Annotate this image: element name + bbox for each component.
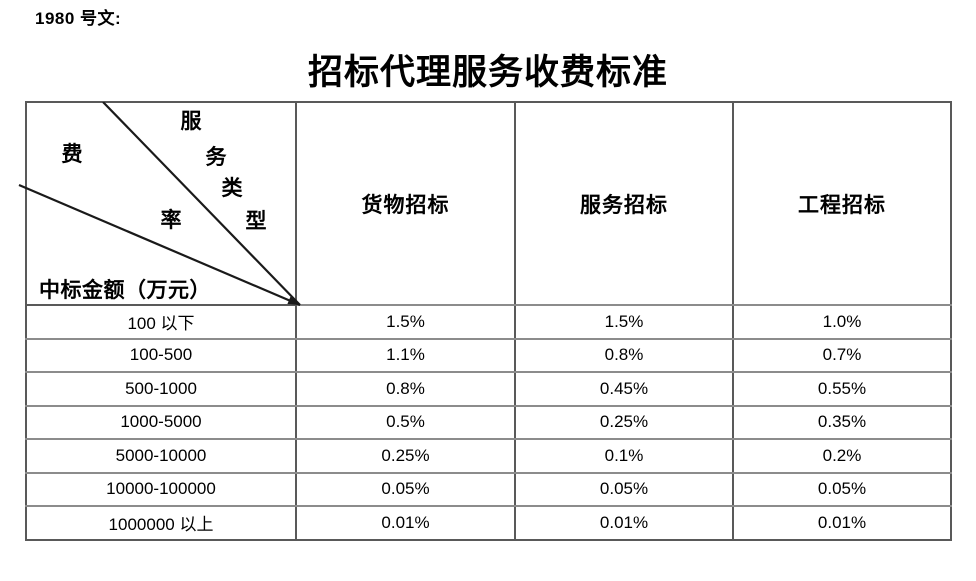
table-row: 100-500 1.1% 0.8% 0.7% (25, 337, 952, 373)
goods-rate-cell: 1.5% (295, 304, 516, 340)
services-rate-cell: 0.05% (514, 471, 734, 507)
goods-rate-cell: 0.25% (295, 438, 516, 474)
goods-rate-cell: 0.5% (295, 404, 516, 440)
amount-range-cell: 1000000 以上 (25, 505, 297, 541)
corner-fee-char-2: 率 (160, 208, 182, 232)
services-rate-cell: 1.5% (514, 304, 734, 340)
fee-rows: 100 以下 1.5% 1.5% 1.0% 100-500 1.1% 0.8% … (25, 304, 952, 541)
amount-range-cell: 5000-10000 (25, 438, 297, 474)
amount-range-cell: 1000-5000 (25, 404, 297, 440)
services-rate-cell: 0.45% (514, 371, 734, 407)
works-rate-cell: 0.55% (732, 371, 952, 407)
goods-rate-cell: 0.01% (295, 505, 516, 541)
works-rate-cell: 0.01% (732, 505, 952, 541)
corner-fee-char-1: 费 (61, 142, 83, 166)
column-header-goods: 货物招标 (295, 101, 516, 306)
works-rate-cell: 0.2% (732, 438, 952, 474)
corner-type-char-2: 务 (205, 145, 227, 169)
services-rate-cell: 0.1% (514, 438, 734, 474)
corner-type-char-4: 型 (245, 209, 267, 233)
table-row: 100 以下 1.5% 1.5% 1.0% (25, 304, 952, 340)
page-title: 招标代理服务收费标准 (307, 53, 668, 92)
row-axis-label: 中标金额（万元） (39, 278, 211, 302)
works-rate-cell: 0.7% (732, 337, 952, 373)
services-rate-cell: 0.8% (514, 337, 734, 373)
amount-range-cell: 100-500 (25, 337, 297, 373)
works-rate-cell: 0.35% (732, 404, 952, 440)
diagonal-header-cell: 费 率 服 务 类 型 中标金额（万元） (25, 101, 297, 306)
goods-rate-cell: 0.8% (295, 371, 516, 407)
table-row: 10000-100000 0.05% 0.05% 0.05% (25, 471, 952, 507)
services-rate-cell: 0.01% (514, 505, 734, 541)
amount-range-cell: 500-1000 (25, 371, 297, 407)
column-header-works: 工程招标 (732, 101, 952, 306)
header-row: 费 率 服 务 类 型 中标金额（万元） 货物招标 服务招标 工程招标 (25, 101, 952, 306)
table-row: 1000000 以上 0.01% 0.01% 0.01% (25, 505, 952, 541)
works-rate-cell: 1.0% (732, 304, 952, 340)
amount-range-cell: 100 以下 (25, 304, 297, 340)
column-header-services: 服务招标 (514, 101, 734, 306)
corner-type-char-3: 类 (221, 176, 243, 200)
works-rate-cell: 0.05% (732, 471, 952, 507)
services-rate-cell: 0.25% (514, 404, 734, 440)
table-row: 500-1000 0.8% 0.45% 0.55% (25, 371, 952, 407)
amount-range-cell: 10000-100000 (25, 471, 297, 507)
table-row: 5000-10000 0.25% 0.1% 0.2% (25, 438, 952, 474)
table-row: 1000-5000 0.5% 0.25% 0.35% (25, 404, 952, 440)
corner-type-char-1: 服 (180, 109, 202, 133)
doc-ref-label: 1980 号文: (35, 9, 122, 28)
goods-rate-cell: 1.1% (295, 337, 516, 373)
fee-standard-table: 费 率 服 务 类 型 中标金额（万元） 货物招标 服务招标 工程招标 100 … (25, 101, 952, 541)
goods-rate-cell: 0.05% (295, 471, 516, 507)
